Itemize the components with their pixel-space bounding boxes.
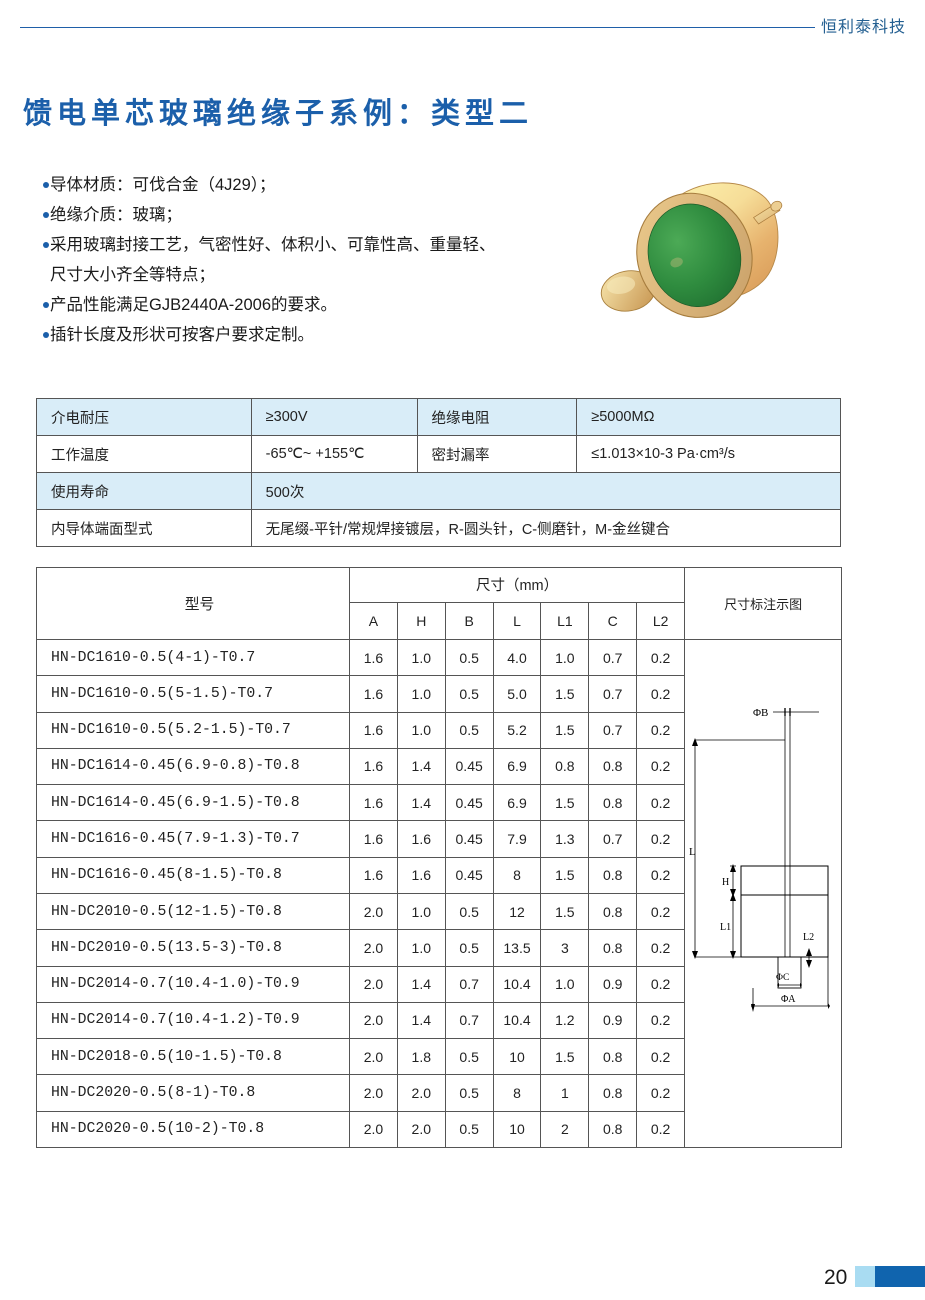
svg-text:H: H <box>722 877 729 888</box>
svg-text:ΦB: ΦB <box>753 707 768 719</box>
svg-text:ΦA: ΦA <box>781 994 796 1005</box>
svg-text:L: L <box>689 846 696 858</box>
svg-text:ΦC: ΦC <box>776 973 789 983</box>
svg-text:L2: L2 <box>803 932 814 943</box>
svg-text:L1: L1 <box>720 922 731 933</box>
